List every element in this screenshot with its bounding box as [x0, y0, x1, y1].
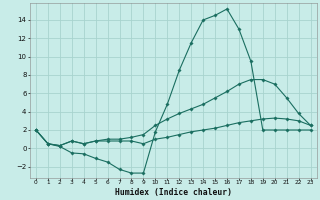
- X-axis label: Humidex (Indice chaleur): Humidex (Indice chaleur): [115, 188, 232, 197]
